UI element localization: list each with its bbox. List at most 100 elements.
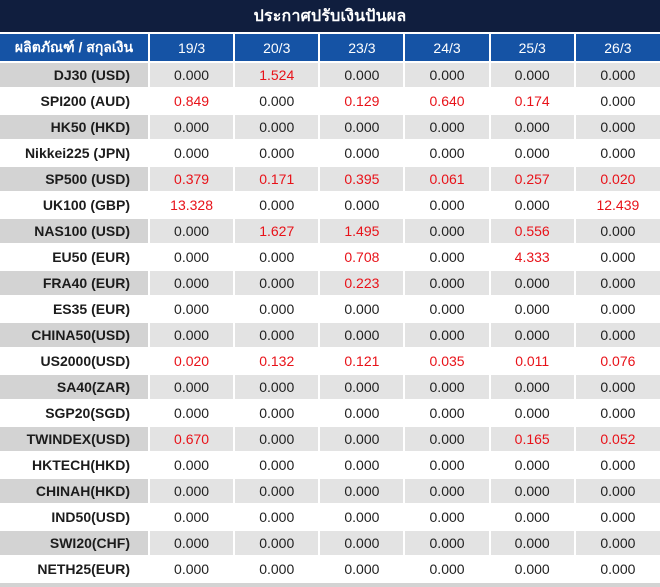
value-cell: 0.000	[404, 114, 491, 141]
value-cell: 0.061	[404, 166, 491, 193]
page-title: ประกาศปรับเงินปันผล	[0, 0, 660, 34]
value-cell: 1.627	[234, 218, 321, 245]
value-cell: 0.000	[489, 452, 576, 479]
value-cell: 0.052	[574, 426, 660, 453]
value-cell: 0.000	[404, 426, 491, 453]
value-cell: 0.000	[404, 270, 491, 297]
value-cell: 0.000	[489, 270, 576, 297]
value-cell: 0.171	[234, 166, 321, 193]
value-cell: 0.000	[149, 530, 236, 557]
value-cell: 0.174	[489, 88, 576, 115]
value-cell: 0.000	[489, 374, 576, 401]
table-row: SWI20(CHF) 0.000 0.000 0.000 0.000 0.000 0.000	[0, 530, 660, 557]
table-row: SPI200 (AUD) 0.849 0.000 0.129 0.640 0.174 0.0…	[0, 88, 660, 115]
value-cell: 0.000	[574, 270, 660, 297]
value-cell: 0.000	[574, 556, 660, 583]
table-row: UK100 (GBP) 13.328 0.000 0.000 0.000 0.000 12.…	[0, 192, 660, 219]
value-cell: 0.000	[319, 114, 406, 141]
column-header-date: 23/3	[319, 34, 406, 63]
product-cell: IND50(USD)	[0, 504, 150, 531]
value-cell: 0.132	[234, 348, 321, 375]
value-cell: 0.670	[149, 426, 236, 453]
value-cell: 0.000	[404, 530, 491, 557]
table-row: IND50(USD) 0.000 0.000 0.000 0.000 0.000 0.000	[0, 504, 660, 531]
bottom-edge-strip	[0, 583, 660, 587]
value-cell: 0.000	[149, 504, 236, 531]
table-body: DJ30 (USD) 0.000 1.524 0.000 0.000 0.000 0.000…	[0, 62, 660, 583]
value-cell: 0.000	[319, 556, 406, 583]
value-cell: 0.000	[234, 114, 321, 141]
value-cell: 0.000	[574, 88, 660, 115]
value-cell: 0.020	[149, 348, 236, 375]
value-cell: 0.129	[319, 88, 406, 115]
column-header-date: 20/3	[234, 34, 321, 63]
value-cell: 0.000	[149, 244, 236, 271]
value-cell: 12.439	[574, 192, 660, 219]
product-cell: SA40(ZAR)	[0, 374, 150, 401]
product-cell: SGP20(SGD)	[0, 400, 150, 427]
value-cell: 0.000	[319, 426, 406, 453]
product-cell: DJ30 (USD)	[0, 62, 150, 89]
value-cell: 0.000	[149, 296, 236, 323]
value-cell: 0.000	[149, 452, 236, 479]
table-row: SP500 (USD) 0.379 0.171 0.395 0.061 0.257 0.02…	[0, 166, 660, 193]
product-cell: Nikkei225 (JPN)	[0, 140, 150, 167]
value-cell: 0.000	[489, 62, 576, 89]
value-cell: 0.640	[404, 88, 491, 115]
value-cell: 0.000	[489, 400, 576, 427]
value-cell: 0.000	[234, 244, 321, 271]
value-cell: 0.223	[319, 270, 406, 297]
value-cell: 0.556	[489, 218, 576, 245]
value-cell: 0.000	[149, 322, 236, 349]
value-cell: 0.000	[319, 530, 406, 557]
table-row: TWINDEX(USD) 0.670 0.000 0.000 0.000 0.165 0.0…	[0, 426, 660, 453]
value-cell: 0.000	[149, 114, 236, 141]
product-cell: CHINA50(USD)	[0, 322, 150, 349]
value-cell: 0.000	[319, 192, 406, 219]
value-cell: 0.000	[574, 478, 660, 505]
value-cell: 0.000	[489, 192, 576, 219]
value-cell: 0.000	[319, 140, 406, 167]
value-cell: 0.000	[149, 218, 236, 245]
value-cell: 0.000	[319, 322, 406, 349]
value-cell: 0.000	[404, 296, 491, 323]
value-cell: 0.000	[404, 140, 491, 167]
value-cell: 0.000	[404, 322, 491, 349]
value-cell: 0.000	[489, 530, 576, 557]
value-cell: 0.000	[149, 270, 236, 297]
value-cell: 0.000	[234, 374, 321, 401]
value-cell: 0.000	[234, 478, 321, 505]
value-cell: 0.165	[489, 426, 576, 453]
value-cell: 0.000	[574, 244, 660, 271]
table-row: HK50 (HKD) 0.000 0.000 0.000 0.000 0.000 0.000	[0, 114, 660, 141]
value-cell: 0.000	[319, 478, 406, 505]
value-cell: 0.000	[404, 374, 491, 401]
product-cell: NETH25(EUR)	[0, 556, 150, 583]
table-row: EU50 (EUR) 0.000 0.000 0.708 0.000 4.333 0.000	[0, 244, 660, 271]
value-cell: 0.000	[574, 114, 660, 141]
value-cell: 0.000	[489, 556, 576, 583]
value-cell: 0.000	[234, 88, 321, 115]
column-header-product: ผลิตภัณฑ์ / สกุลเงิน	[0, 34, 150, 63]
table-row: ES35 (EUR) 0.000 0.000 0.000 0.000 0.000 0.000	[0, 296, 660, 323]
value-cell: 0.000	[574, 322, 660, 349]
value-cell: 0.000	[319, 504, 406, 531]
value-cell: 0.020	[574, 166, 660, 193]
value-cell: 0.000	[149, 556, 236, 583]
value-cell: 0.000	[234, 140, 321, 167]
column-header-date: 19/3	[149, 34, 236, 63]
value-cell: 0.000	[149, 374, 236, 401]
value-cell: 0.708	[319, 244, 406, 271]
value-cell: 0.000	[574, 62, 660, 89]
value-cell: 0.000	[234, 270, 321, 297]
value-cell: 0.000	[319, 400, 406, 427]
value-cell: 0.000	[404, 478, 491, 505]
product-cell: SWI20(CHF)	[0, 530, 150, 557]
product-cell: NAS100 (USD)	[0, 218, 150, 245]
product-cell: EU50 (EUR)	[0, 244, 150, 271]
value-cell: 0.000	[234, 504, 321, 531]
value-cell: 0.000	[234, 530, 321, 557]
value-cell: 1.524	[234, 62, 321, 89]
value-cell: 0.121	[319, 348, 406, 375]
